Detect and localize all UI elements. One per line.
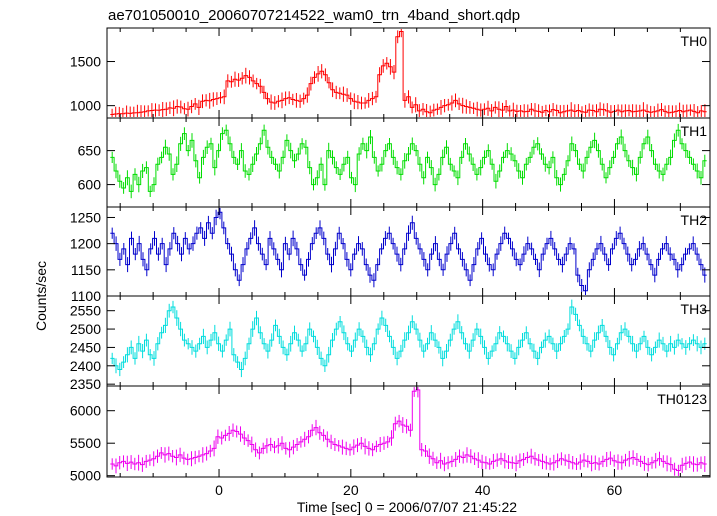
panel-label-th0: TH0 [681, 33, 708, 49]
chart-title: ae701050010_20060707214522_wam0_trn_4ban… [108, 7, 520, 24]
panel-label-th2: TH2 [681, 212, 708, 228]
y-axis-label: Counts/sec [33, 261, 49, 331]
y-tick-label: 2400 [70, 358, 101, 374]
panel-th0123: 5000 5500 6000 TH0123 [70, 385, 711, 484]
y-tick-label: 1000 [70, 98, 101, 114]
series-line-th0 [110, 31, 707, 115]
y-tick-label: 5000 [70, 468, 101, 484]
y-tick-label: 2450 [70, 339, 101, 355]
panel-label-th1: TH1 [681, 123, 708, 139]
y-tick-label: 650 [78, 143, 102, 159]
y-tick-label: 2500 [70, 321, 101, 337]
panel-frame [106, 206, 711, 297]
x-tick-label: 40 [475, 482, 491, 498]
y-tick-label: 2350 [70, 376, 101, 392]
y-tick-label: 1250 [70, 209, 101, 225]
x-axis-label: Time [sec] 0 = 2006/07/07 21:45:22 [297, 499, 517, 515]
panel-th2: 1100 1150 1200 1250 TH2 [70, 206, 711, 304]
y-tick-label: 6000 [70, 403, 101, 419]
panel-frame [106, 385, 711, 478]
panel-th3: 2350 2400 2450 2500 2550 TH3 [70, 295, 711, 392]
panel-th0: 1000 1500 TH0 [70, 27, 711, 119]
y-tick-label: 1100 [71, 288, 101, 304]
y-tick-label: 5500 [70, 435, 101, 451]
y-tick-label: 2550 [70, 303, 101, 319]
series-line-th2 [110, 211, 707, 292]
panel-label-th3: TH3 [681, 301, 708, 317]
series-line-th0123 [110, 389, 707, 471]
panel-label-th0123: TH0123 [657, 391, 707, 407]
panel-th1: 600 650 TH1 [78, 117, 711, 208]
y-tick-label: 600 [78, 177, 102, 193]
y-tick-label: 1200 [70, 236, 101, 252]
y-tick-label: 1500 [70, 54, 101, 70]
x-tick-label: 60 [607, 482, 623, 498]
x-tick-label: 20 [343, 482, 359, 498]
y-tick-label: 1150 [71, 262, 101, 278]
x-tick-label: 0 [215, 482, 223, 498]
